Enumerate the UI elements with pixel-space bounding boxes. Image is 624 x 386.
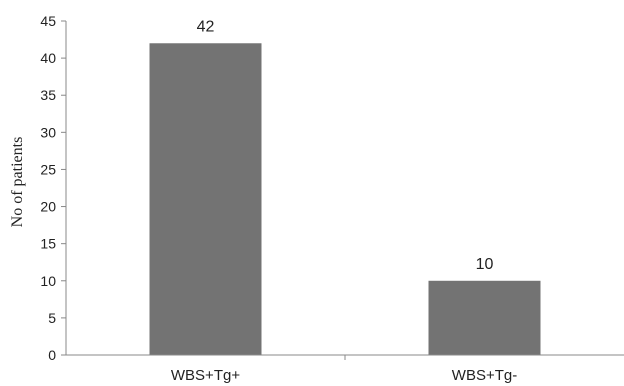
bar-0 xyxy=(149,43,262,356)
y-tick-label: 10 xyxy=(40,273,56,289)
y-tick-label: 0 xyxy=(48,347,56,363)
data-label-1: 10 xyxy=(476,256,494,273)
y-tick-label: 15 xyxy=(40,236,56,252)
y-tick-label: 40 xyxy=(40,50,56,66)
y-tick-label: 45 xyxy=(40,13,56,29)
data-label-0: 42 xyxy=(197,18,215,35)
y-axis-title: No of patients xyxy=(9,137,26,228)
bar-1 xyxy=(428,280,541,355)
x-axis-labels: WBS+Tg+ WBS+Tg- xyxy=(171,355,517,384)
bars xyxy=(149,43,541,356)
y-tick-label: 5 xyxy=(48,310,56,326)
y-tick-label: 25 xyxy=(40,161,56,177)
y-tick-label: 30 xyxy=(40,124,56,140)
data-labels: 42 10 xyxy=(197,18,494,273)
y-axis-ticks: 0 5 10 15 20 25 30 35 40 45 xyxy=(40,13,66,363)
x-category-label-1: WBS+Tg- xyxy=(452,367,517,384)
x-category-label-0: WBS+Tg+ xyxy=(171,367,240,384)
y-tick-label: 35 xyxy=(40,87,56,103)
y-tick-label: 20 xyxy=(40,199,56,215)
